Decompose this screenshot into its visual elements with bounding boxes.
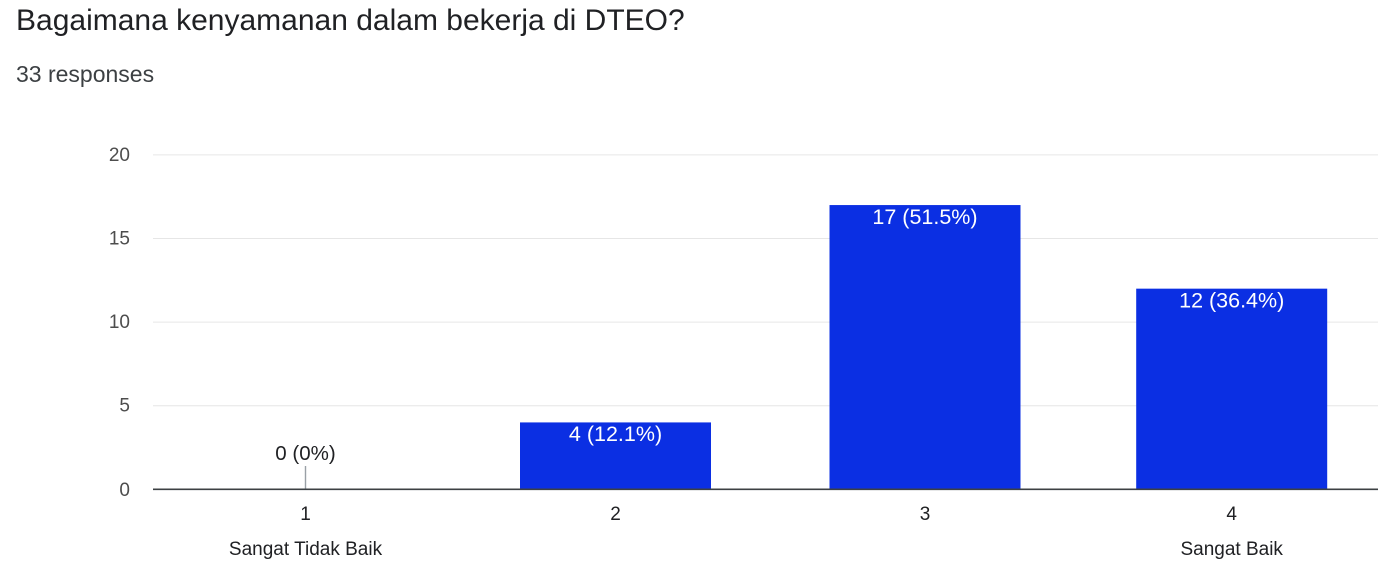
svg-text:3: 3 <box>920 504 931 525</box>
svg-text:4 (12.1%): 4 (12.1%) <box>569 422 662 446</box>
svg-text:2: 2 <box>610 504 621 525</box>
svg-text:20: 20 <box>109 145 130 166</box>
svg-text:4: 4 <box>1226 504 1237 525</box>
svg-text:1: 1 <box>300 504 311 525</box>
svg-text:Sangat Baik: Sangat Baik <box>1180 539 1283 560</box>
svg-text:0: 0 <box>119 480 130 501</box>
svg-text:Sangat Tidak Baik: Sangat Tidak Baik <box>229 539 383 560</box>
svg-text:0 (0%): 0 (0%) <box>275 442 335 465</box>
svg-text:10: 10 <box>109 312 130 333</box>
svg-text:5: 5 <box>119 396 130 417</box>
svg-text:15: 15 <box>109 229 130 250</box>
svg-text:12 (36.4%): 12 (36.4%) <box>1179 289 1284 313</box>
svg-text:17 (51.5%): 17 (51.5%) <box>872 205 977 229</box>
